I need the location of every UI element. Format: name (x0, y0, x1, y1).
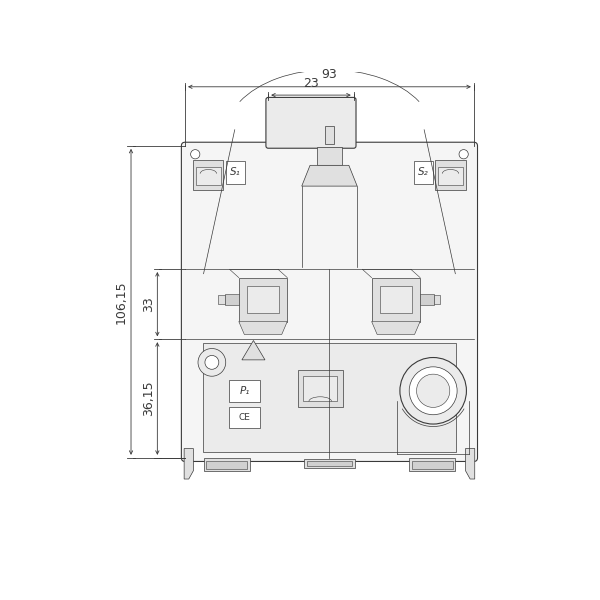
Bar (412, 461, 452, 469)
Polygon shape (466, 449, 475, 479)
Bar (304, 459, 355, 469)
Text: 93: 93 (322, 68, 337, 81)
FancyBboxPatch shape (181, 142, 478, 461)
Bar (303, 376, 337, 401)
Polygon shape (242, 340, 265, 360)
Bar (229, 407, 260, 428)
Text: 23: 23 (303, 77, 319, 89)
FancyBboxPatch shape (266, 97, 356, 148)
Bar (317, 147, 342, 166)
Circle shape (205, 355, 219, 369)
Bar (226, 161, 245, 184)
Bar (414, 161, 433, 184)
Bar (239, 278, 287, 322)
Text: P₁: P₁ (239, 386, 250, 396)
Bar (203, 458, 250, 471)
Bar (298, 370, 343, 407)
Bar (434, 295, 440, 304)
Polygon shape (184, 449, 193, 479)
Bar (203, 343, 456, 452)
Text: 36,15: 36,15 (143, 381, 155, 416)
Polygon shape (371, 322, 420, 334)
Bar (225, 293, 239, 305)
Text: 33: 33 (143, 296, 155, 312)
Text: CE: CE (239, 413, 251, 422)
Bar (229, 380, 260, 403)
Circle shape (400, 358, 466, 424)
Circle shape (409, 367, 457, 415)
Bar (268, 100, 354, 146)
Circle shape (416, 374, 450, 407)
Bar (409, 458, 455, 471)
Bar (247, 286, 279, 313)
Bar (193, 160, 223, 190)
Bar (438, 167, 463, 185)
Text: S₂: S₂ (418, 167, 429, 177)
Bar (436, 160, 466, 190)
Circle shape (191, 149, 200, 159)
Bar (325, 126, 334, 143)
Bar (206, 461, 247, 469)
Text: S₁: S₁ (230, 167, 241, 177)
Bar (218, 295, 225, 304)
Bar (371, 278, 420, 322)
Bar (380, 286, 412, 313)
Bar (420, 293, 434, 305)
Text: 106,15: 106,15 (115, 280, 127, 323)
Circle shape (459, 149, 468, 159)
Bar (196, 167, 221, 185)
Bar (307, 461, 352, 466)
Polygon shape (302, 166, 357, 186)
Polygon shape (239, 322, 287, 334)
Circle shape (198, 349, 226, 376)
